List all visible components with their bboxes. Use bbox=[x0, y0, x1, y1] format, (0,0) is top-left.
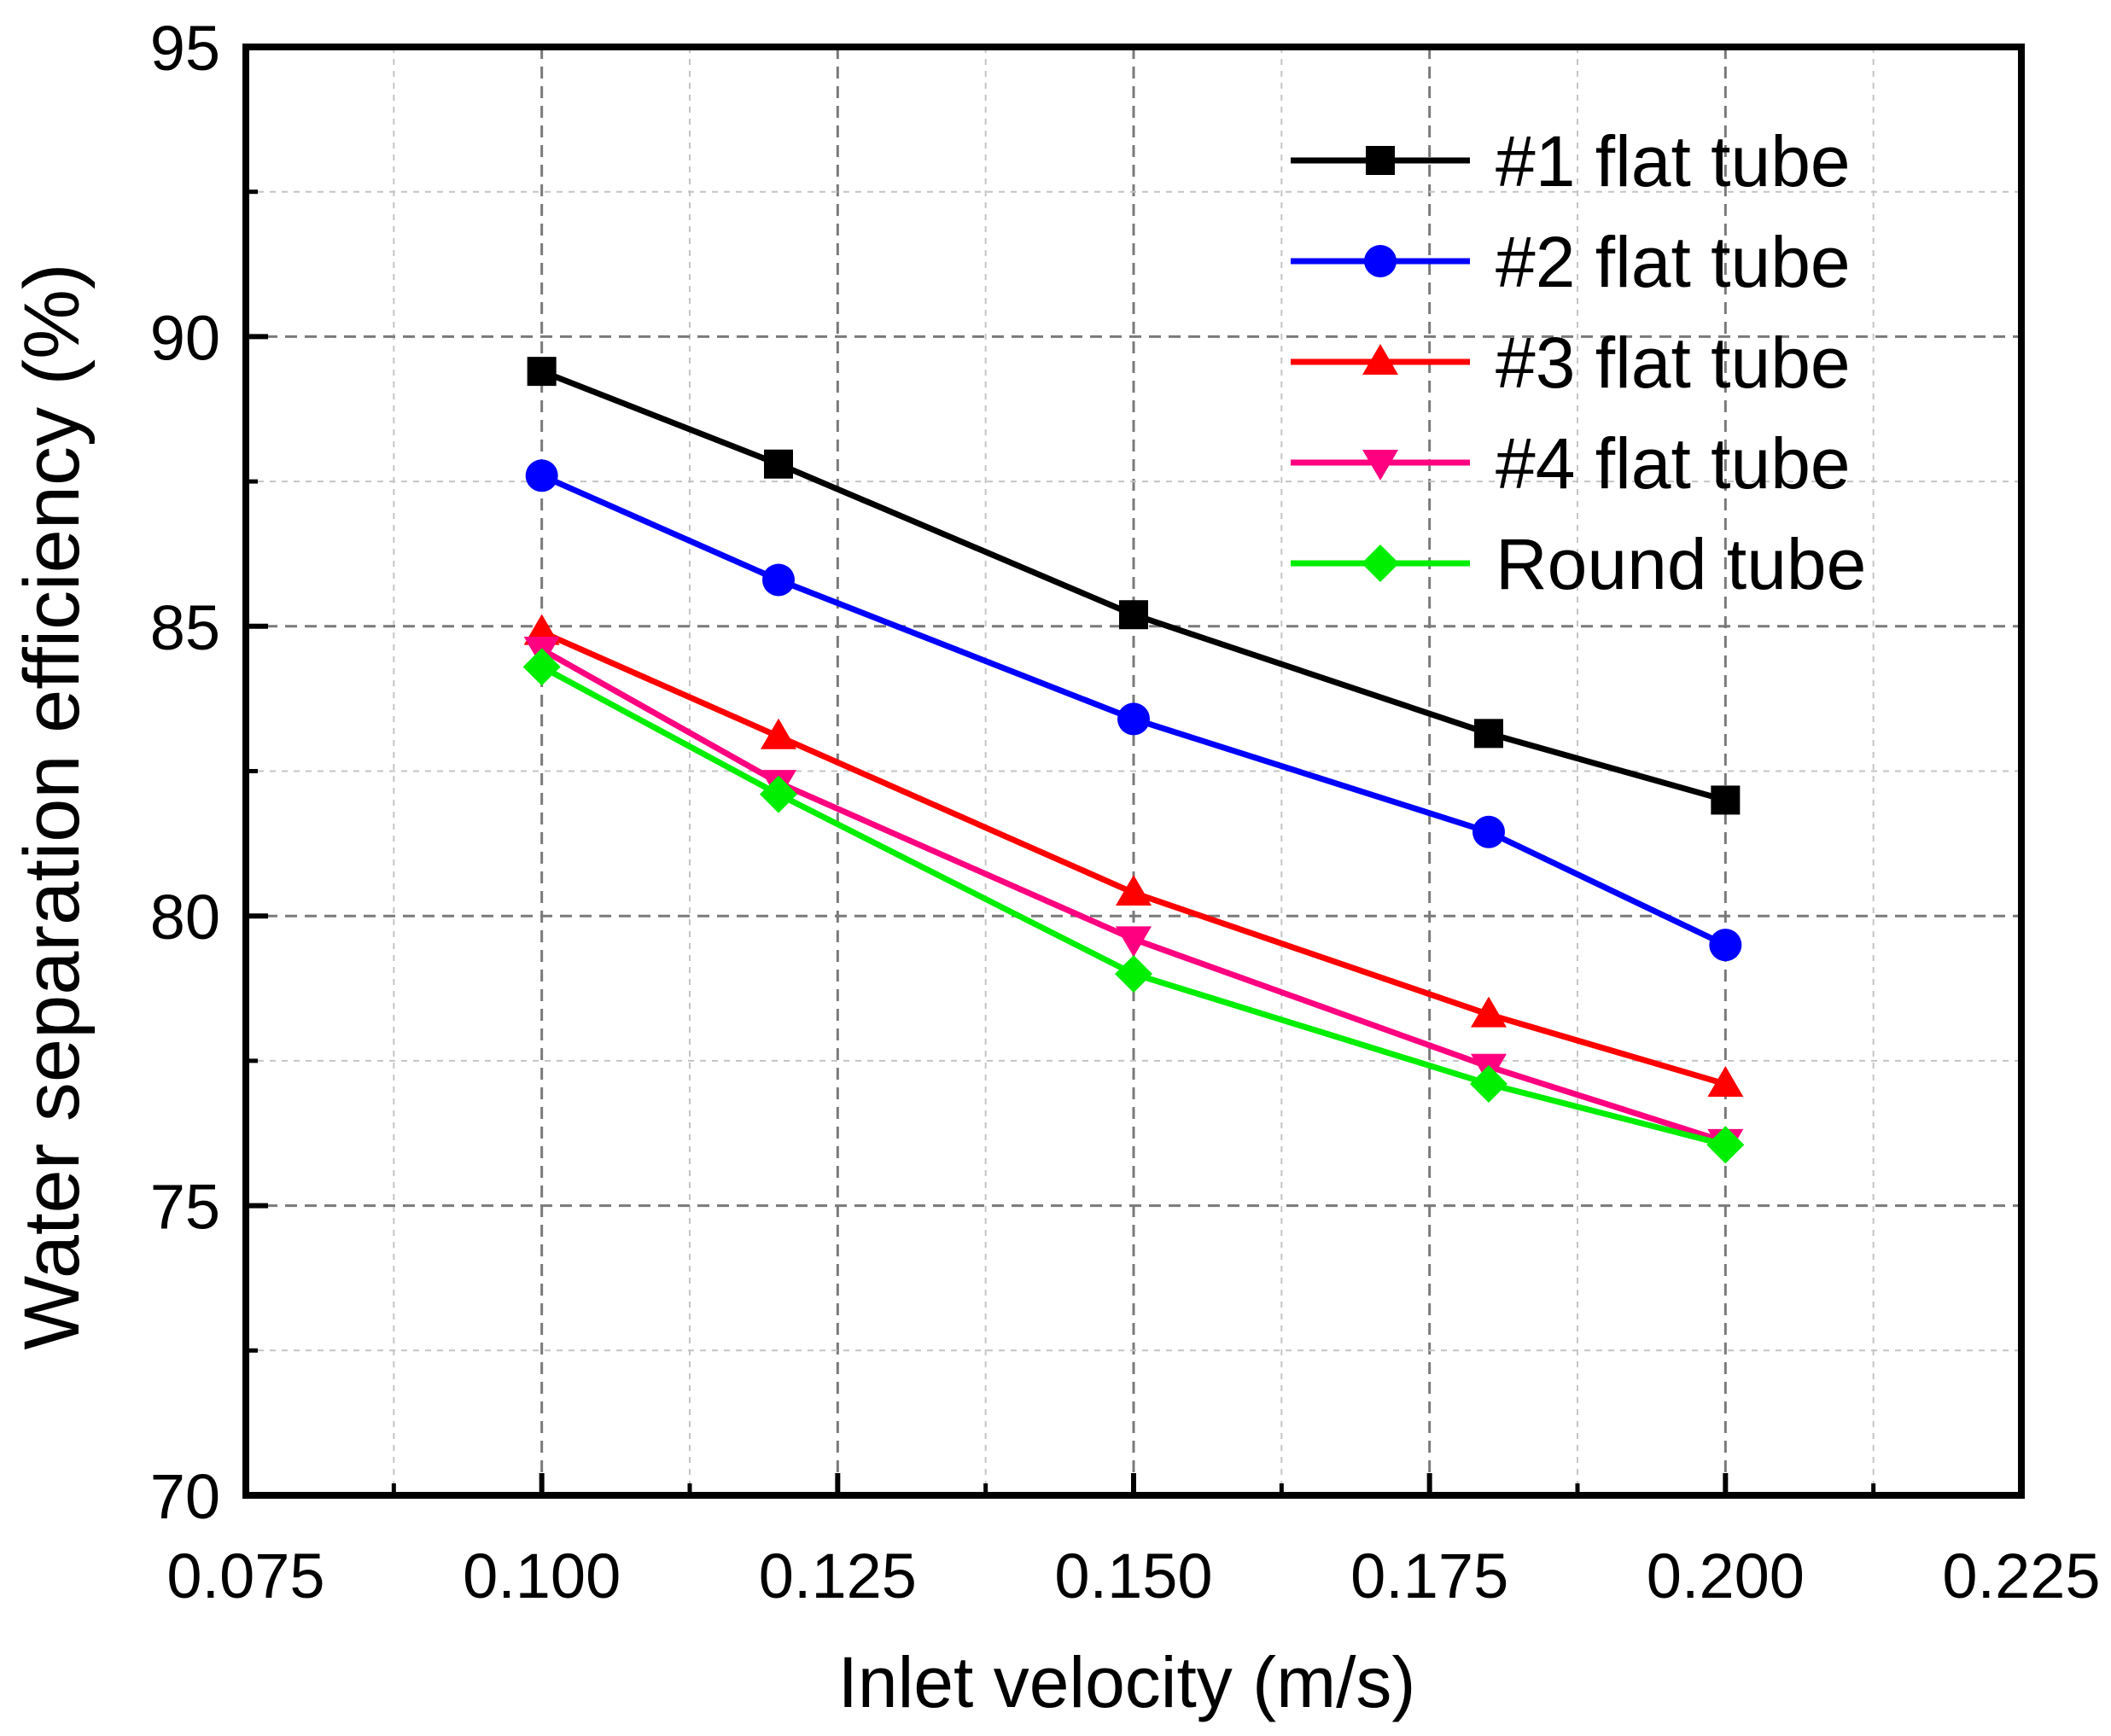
y-axis-title: Water separation efficiency (%) bbox=[9, 263, 96, 1349]
legend: #1 flat tube #2 flat tube #3 flat tube #4 f… bbox=[1291, 121, 1866, 604]
legend-marker bbox=[1362, 545, 1399, 582]
data-point bbox=[1709, 929, 1742, 962]
data-point bbox=[1706, 1126, 1745, 1164]
x-tick-label: 0.125 bbox=[759, 1541, 917, 1611]
legend-entry: #3 flat tube bbox=[1291, 323, 1851, 403]
grid bbox=[246, 47, 2021, 1495]
data-point bbox=[522, 648, 561, 686]
data-point bbox=[761, 718, 796, 749]
data-point bbox=[762, 563, 795, 597]
data-point bbox=[1711, 785, 1741, 815]
data-point bbox=[1472, 815, 1505, 848]
data-point bbox=[525, 459, 558, 492]
data-point bbox=[1470, 1065, 1507, 1104]
data-point bbox=[764, 449, 793, 479]
data-point bbox=[1117, 702, 1150, 736]
legend-entry: #2 flat tube bbox=[1291, 222, 1851, 302]
legend-marker bbox=[1362, 450, 1398, 481]
series-5 bbox=[522, 648, 1745, 1164]
x-tick-label: 0.200 bbox=[1647, 1541, 1805, 1611]
data-point bbox=[1119, 600, 1148, 630]
x-tick-label: 0.225 bbox=[1942, 1541, 2100, 1611]
legend-label: #1 flat tube bbox=[1496, 121, 1851, 201]
y-tick-label: 75 bbox=[150, 1172, 220, 1243]
legend-marker bbox=[1362, 344, 1398, 375]
y-tick-label: 80 bbox=[150, 882, 220, 952]
x-tick-label: 0.150 bbox=[1054, 1541, 1212, 1611]
data-point bbox=[1471, 996, 1507, 1028]
legend-label: #4 flat tube bbox=[1496, 423, 1851, 504]
y-tick-label: 70 bbox=[150, 1461, 220, 1532]
data-point bbox=[760, 775, 797, 813]
legend-label: #3 flat tube bbox=[1496, 323, 1851, 403]
y-tick-label: 95 bbox=[150, 13, 220, 84]
y-tick-label: 90 bbox=[150, 302, 220, 373]
data-point bbox=[1116, 875, 1152, 906]
series-2 bbox=[525, 459, 1742, 962]
data-point bbox=[1474, 719, 1503, 749]
x-tick-label: 0.075 bbox=[166, 1541, 324, 1611]
legend-entry: #4 flat tube bbox=[1291, 423, 1851, 504]
legend-label: #2 flat tube bbox=[1496, 222, 1851, 302]
data-point bbox=[527, 357, 557, 387]
data-point bbox=[1707, 1066, 1744, 1098]
legend-marker bbox=[1366, 146, 1395, 175]
legend-marker bbox=[1364, 245, 1397, 277]
x-tick-label: 0.175 bbox=[1350, 1541, 1508, 1611]
x-axis-title: Inlet velocity (m/s) bbox=[838, 1642, 1416, 1722]
legend-entry: Round tube bbox=[1291, 524, 1866, 604]
x-tick-label: 0.100 bbox=[463, 1541, 621, 1611]
series-1 bbox=[527, 357, 1741, 815]
legend-label: Round tube bbox=[1496, 524, 1866, 604]
data-point bbox=[1116, 926, 1152, 958]
data-point bbox=[1115, 955, 1152, 993]
plot-series bbox=[522, 357, 1745, 1164]
y-tick-label: 85 bbox=[150, 592, 220, 663]
axis-ticks: 0.075 0.100 0.125 0.150 0.175 0.200 0.225 70 75 8… bbox=[150, 13, 2101, 1611]
legend-entry: #1 flat tube bbox=[1291, 121, 1851, 201]
